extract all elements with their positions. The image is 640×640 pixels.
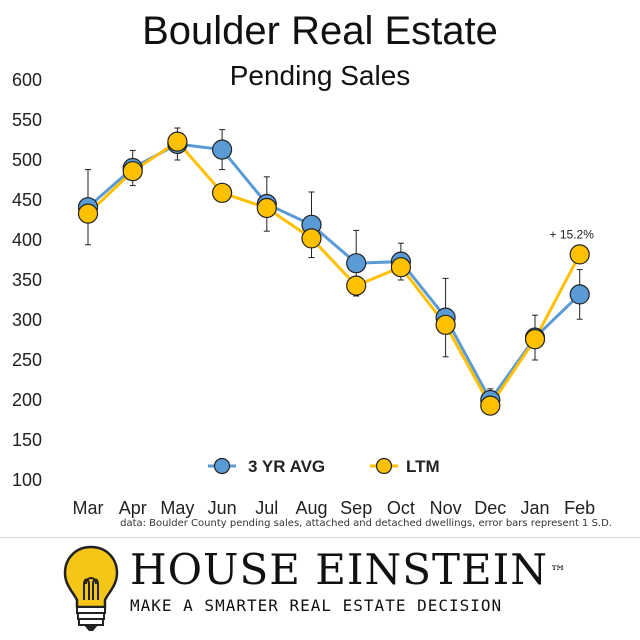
y-tick-label: 300 bbox=[12, 310, 42, 330]
data-point-ltm bbox=[524, 329, 546, 350]
y-tick-label: 600 bbox=[12, 70, 42, 90]
x-tick-label: May bbox=[160, 498, 194, 518]
brand-banner: HOUSE EINSTEIN ™ MAKE A SMARTER REAL ESTA… bbox=[0, 538, 640, 640]
y-axis: 600 550 500 450 400 350 300 250 200 150 100 bbox=[12, 70, 42, 490]
data-point-ltm bbox=[480, 395, 501, 416]
data-point-ltm bbox=[212, 182, 233, 203]
legend-marker-3-yr-avg bbox=[213, 457, 231, 475]
legend-label-ltm: LTM bbox=[406, 457, 440, 476]
series-points bbox=[77, 131, 590, 416]
series-lines bbox=[86, 140, 582, 408]
y-tick-label: 200 bbox=[12, 390, 42, 410]
chart-title: Boulder Real Estate bbox=[142, 9, 498, 53]
data-point-ltm bbox=[569, 244, 590, 265]
y-tick-label: 450 bbox=[12, 190, 42, 210]
data-point-3-yr-avg bbox=[569, 284, 590, 305]
data-point-ltm bbox=[435, 314, 456, 335]
brand-name-text: HOUSE EINSTEIN bbox=[130, 545, 549, 594]
x-tick-label: Oct bbox=[387, 498, 415, 518]
y-tick-label: 550 bbox=[12, 110, 42, 130]
x-tick-label: Apr bbox=[119, 498, 147, 518]
data-point-ltm bbox=[122, 161, 143, 182]
change-annotation: + 15.2% bbox=[550, 227, 595, 241]
divider bbox=[0, 537, 640, 538]
x-tick-label: Jan bbox=[520, 498, 549, 518]
y-tick-label: 400 bbox=[12, 230, 42, 250]
legend: 3 YR AVG LTM bbox=[208, 457, 440, 476]
y-tick-label: 350 bbox=[12, 270, 42, 290]
y-tick-label: 100 bbox=[12, 470, 42, 490]
x-tick-label: Sep bbox=[340, 498, 372, 518]
x-tick-label: Jul bbox=[255, 498, 278, 518]
x-axis: Mar Apr May Jun Jul Aug Sep Oct Nov Dec Jan Feb bbox=[73, 498, 596, 518]
x-tick-label: Mar bbox=[73, 498, 104, 518]
lightbulb-icon bbox=[63, 545, 119, 631]
error-bars bbox=[85, 127, 583, 412]
series-line-3-yr-avg bbox=[87, 142, 581, 402]
y-tick-label: 250 bbox=[12, 350, 42, 370]
data-point-ltm bbox=[77, 203, 99, 224]
x-tick-label: Nov bbox=[430, 498, 462, 518]
series-line-ltm bbox=[86, 140, 582, 408]
y-tick-label: 500 bbox=[12, 150, 42, 170]
legend-label-3-yr-avg: 3 YR AVG bbox=[248, 457, 325, 476]
data-point-3-yr-avg bbox=[346, 253, 367, 274]
x-tick-label: Feb bbox=[564, 498, 595, 518]
data-point-ltm bbox=[256, 197, 277, 219]
data-point-ltm bbox=[390, 257, 411, 278]
x-tick-label: Dec bbox=[474, 498, 506, 518]
data-point-ltm bbox=[301, 228, 322, 249]
trademark-symbol: ™ bbox=[550, 562, 568, 581]
data-point-ltm bbox=[167, 131, 188, 152]
brand-tagline: MAKE A SMARTER REAL ESTATE DECISION bbox=[130, 596, 503, 615]
x-tick-label: Jun bbox=[208, 498, 237, 518]
data-point-3-yr-avg bbox=[212, 139, 233, 160]
pending-sales-chart: 600 550 500 450 400 350 300 250 200 150 100 Mar Apr… bbox=[12, 70, 596, 518]
y-tick-label: 150 bbox=[12, 430, 42, 450]
chart-subtitle: Pending Sales bbox=[229, 60, 411, 91]
data-footnote: data: Boulder County pending sales, atta… bbox=[120, 518, 612, 529]
brand-name: HOUSE EINSTEIN ™ bbox=[130, 546, 567, 594]
legend-marker-ltm bbox=[375, 457, 393, 475]
data-point-ltm bbox=[346, 275, 367, 296]
x-tick-label: Aug bbox=[295, 498, 327, 518]
